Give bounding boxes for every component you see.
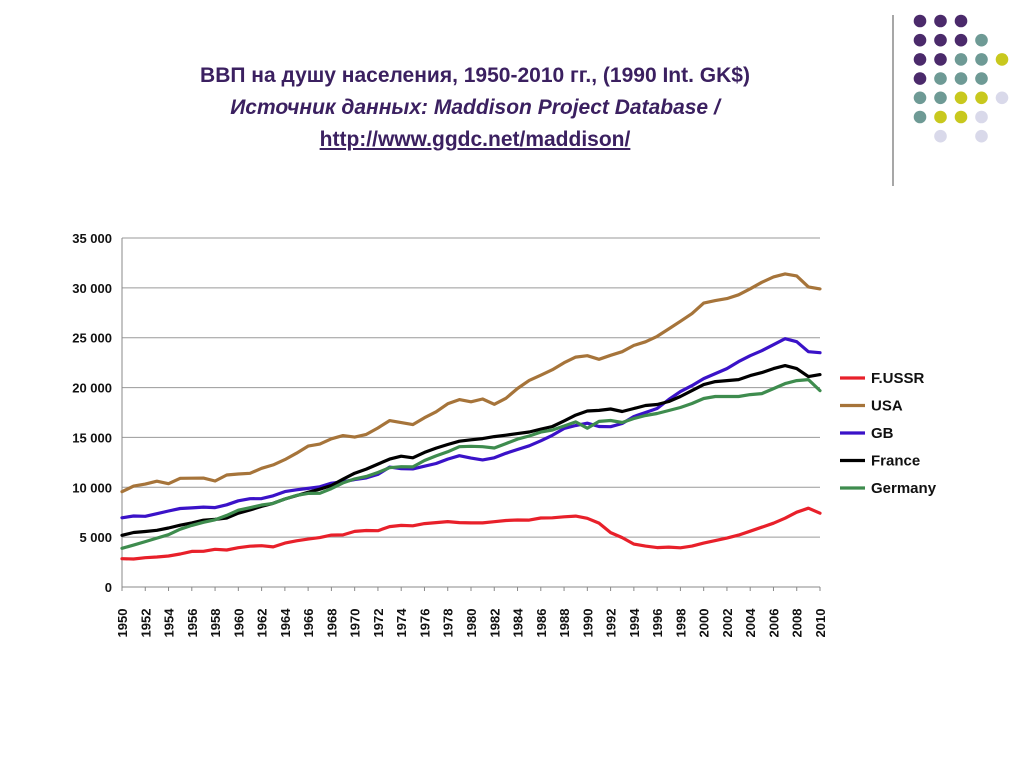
decorative-dot (934, 14, 947, 28)
x-tick-label: 1966 (301, 609, 316, 638)
legend-label: USA (871, 398, 903, 415)
decorative-dot (934, 129, 947, 143)
decorative-dot (954, 33, 968, 47)
x-tick-label: 1990 (580, 609, 595, 638)
series-line-france (120, 364, 822, 537)
series-line-gb (120, 337, 822, 520)
x-tick-label: 2008 (790, 609, 805, 638)
decorative-dot (995, 91, 1009, 105)
x-tick-label: 1998 (673, 609, 688, 638)
decorative-dot (954, 14, 968, 28)
y-tick-label: 10 000 (72, 480, 112, 495)
slide-title-line1: ВВП на душу населения, 1950-2010 гг., (1… (200, 64, 750, 87)
x-tick-label: 2002 (720, 609, 735, 638)
decorative-dot (913, 33, 927, 47)
x-tick-label: 1996 (650, 609, 665, 638)
slide-title-source: Источник данных: Maddison Project Databa… (230, 96, 720, 119)
decorative-dot (934, 110, 947, 124)
x-tick-label: 1954 (162, 608, 177, 638)
x-tick-label: 1960 (231, 609, 246, 638)
x-tick-label: 1968 (324, 609, 339, 638)
y-tick-label: 30 000 (72, 281, 112, 296)
y-tick-label: 0 (105, 580, 112, 595)
decorative-dot (913, 72, 927, 85)
x-tick-label: 1988 (557, 609, 572, 638)
series-line-germany (120, 378, 822, 550)
series-line-fussr (120, 506, 822, 561)
x-tick-label: 1972 (371, 609, 386, 638)
decorative-dot (913, 53, 927, 66)
decorative-dot (954, 91, 968, 105)
y-tick-label: 35 000 (72, 231, 112, 246)
x-tick-label: 1962 (255, 609, 270, 638)
x-tick-label: 2004 (743, 608, 758, 638)
decorative-dot (934, 33, 947, 47)
decorative-dot (934, 53, 947, 66)
x-tick-label: 1952 (138, 609, 153, 638)
legend-label: Germany (871, 480, 937, 497)
decorative-dot (913, 91, 927, 105)
x-tick-label: 2010 (813, 609, 828, 638)
x-tick-label: 1982 (487, 609, 502, 638)
slide-title-url-line: http://www.ggdc.net/maddison/ (60, 124, 890, 155)
x-tick-label: 2000 (697, 609, 712, 638)
decorative-dot (954, 110, 968, 124)
decorative-dot (954, 53, 968, 66)
decorative-dot (975, 53, 988, 66)
legend-label: France (871, 453, 920, 470)
decorative-dot (975, 91, 988, 105)
decorative-dot (934, 72, 947, 85)
x-tick-label: 1950 (115, 609, 130, 638)
y-tick-label: 15 000 (72, 430, 112, 445)
x-tick-label: 1958 (208, 609, 223, 638)
decorative-dot (975, 33, 988, 47)
x-tick-label: 1984 (511, 608, 526, 638)
x-tick-label: 1976 (417, 609, 432, 638)
legend-label: F.USSR (871, 370, 925, 387)
x-tick-label: 1986 (534, 609, 549, 638)
decorative-dot (995, 53, 1009, 66)
x-tick-label: 1978 (441, 609, 456, 638)
decorative-dot (975, 72, 988, 85)
x-tick-label: 2006 (766, 609, 781, 638)
legend-label: GB (871, 425, 894, 442)
x-tick-label: 1994 (627, 608, 642, 638)
decorative-dot (975, 110, 988, 124)
x-tick-label: 1974 (394, 608, 409, 638)
y-tick-label: 5 000 (79, 530, 112, 545)
x-tick-label: 1980 (464, 609, 479, 638)
x-tick-label: 1956 (185, 609, 200, 638)
x-tick-label: 1992 (604, 609, 619, 638)
x-tick-label: 1964 (278, 608, 293, 638)
decorative-dot (913, 14, 927, 28)
decorative-dot (954, 72, 968, 85)
decorative-dot (975, 129, 988, 143)
x-tick-label: 1970 (348, 609, 363, 638)
source-link[interactable]: http://www.ggdc.net/maddison/ (319, 128, 631, 151)
decorative-dot (934, 91, 947, 105)
decorative-dot (913, 110, 927, 124)
y-tick-label: 25 000 (72, 331, 112, 346)
series-line-usa (120, 272, 822, 494)
y-tick-label: 20 000 (72, 381, 112, 396)
